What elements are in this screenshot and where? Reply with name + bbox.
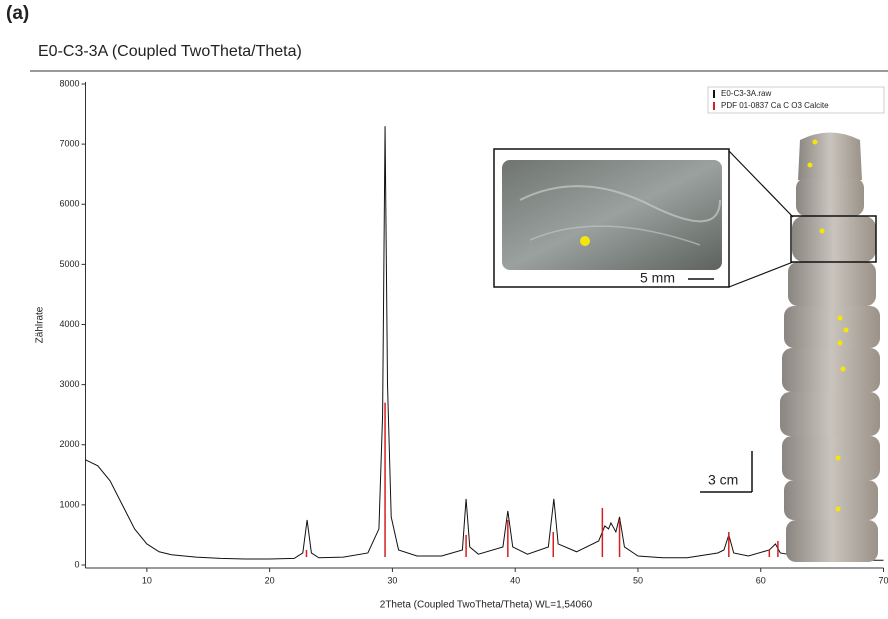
y-tick-label: 5000 bbox=[59, 259, 79, 269]
y-tick-label: 8000 bbox=[59, 78, 79, 88]
legend-label: E0-C3-3A.raw bbox=[721, 89, 771, 98]
y-tick-label: 3000 bbox=[59, 379, 79, 389]
plot bbox=[85, 126, 884, 561]
x-tick-label: 70 bbox=[878, 575, 888, 585]
x-tick-label: 50 bbox=[633, 575, 643, 585]
panel-label: (a) bbox=[6, 3, 29, 24]
legend: E0-C3-3A.raw PDF 01-0837 Ca C O3 Calcite bbox=[707, 86, 885, 114]
photo-inset bbox=[493, 148, 794, 288]
x-axis-label: 2Theta (Coupled TwoTheta/Theta) WL=1,540… bbox=[380, 600, 593, 611]
legend-label: PDF 01-0837 Ca C O3 Calcite bbox=[721, 101, 829, 110]
legend-box bbox=[707, 86, 885, 114]
data-line bbox=[85, 126, 884, 561]
chart-title: E0-C3-3A (Coupled TwoTheta/Theta) bbox=[38, 43, 302, 60]
core-photo bbox=[700, 132, 880, 562]
axes: 0 1000 2000 3000 4000 5000 6000 7000 8000 10 20 30 4… bbox=[59, 78, 888, 585]
x-tick-label: 40 bbox=[510, 575, 520, 585]
y-tick-label: 2000 bbox=[59, 439, 79, 449]
y-tick-label: 6000 bbox=[59, 199, 79, 209]
y-tick-label: 1000 bbox=[59, 499, 79, 509]
y-axis-label: Zählrate bbox=[35, 306, 46, 343]
y-tick-label: 7000 bbox=[59, 139, 79, 149]
scale-label: 3 cm bbox=[708, 472, 738, 488]
x-tick-label: 60 bbox=[756, 575, 766, 585]
scale-label: 5 mm bbox=[640, 270, 675, 286]
x-tick-label: 30 bbox=[387, 575, 397, 585]
y-tick-label: 4000 bbox=[59, 319, 79, 329]
x-tick-label: 10 bbox=[142, 575, 152, 585]
x-tick-label: 20 bbox=[265, 575, 275, 585]
y-tick-label: 0 bbox=[74, 559, 79, 569]
